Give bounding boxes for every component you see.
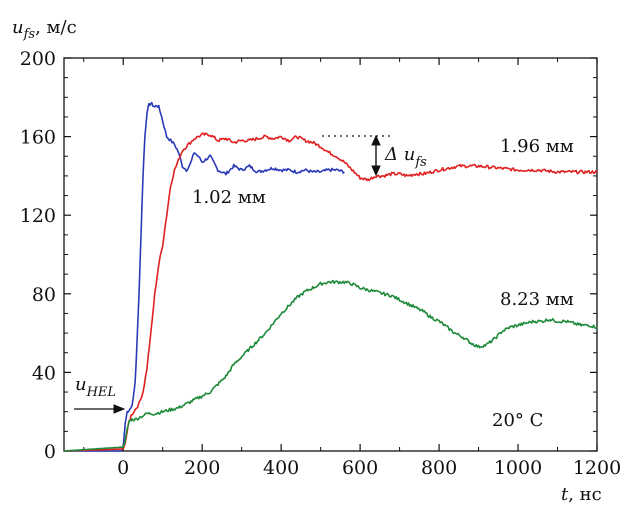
x-tick-label: 1000 — [494, 457, 542, 479]
uhel-arrow — [74, 404, 126, 414]
delta-ufs-label: Δ ufs — [384, 144, 427, 170]
series-label-1-02: 1.02 мм — [192, 187, 266, 208]
x-tick-label: 0 — [117, 457, 129, 479]
y-tick-label: 200 — [20, 48, 56, 70]
x-axis-title: t, нс — [561, 484, 602, 505]
series-line-823 — [63, 279, 598, 452]
x-tick-label: 600 — [342, 457, 378, 479]
series-line-102 — [64, 101, 345, 452]
x-tick-label: 400 — [263, 457, 299, 479]
y-axis-ticks: 0 40 80 120 160 200 — [20, 48, 597, 463]
series-label-8-23: 8.23 мм — [500, 289, 574, 310]
x-tick-label: 200 — [184, 457, 220, 479]
x-tick-label: 1200 — [573, 457, 621, 479]
x-axis-ticks: 0 200 400 600 800 1000 1200 — [83, 58, 621, 479]
delta-arrow — [371, 134, 381, 177]
x-tick-label: 800 — [421, 457, 457, 479]
uhel-label: uHEL — [75, 374, 116, 400]
y-tick-label: 120 — [20, 205, 56, 227]
series-label-1-96: 1.96 мм — [500, 136, 574, 157]
y-axis-title: ufs, м/с — [12, 17, 77, 42]
series-line-196 — [64, 132, 598, 452]
y-tick-label: 160 — [20, 127, 56, 149]
series-layer — [63, 101, 598, 452]
plot-frame — [63, 57, 598, 452]
temperature-label: 20° C — [492, 410, 543, 431]
y-tick-label: 0 — [44, 441, 56, 463]
y-tick-label: 80 — [32, 284, 56, 306]
y-tick-label: 40 — [32, 362, 56, 384]
